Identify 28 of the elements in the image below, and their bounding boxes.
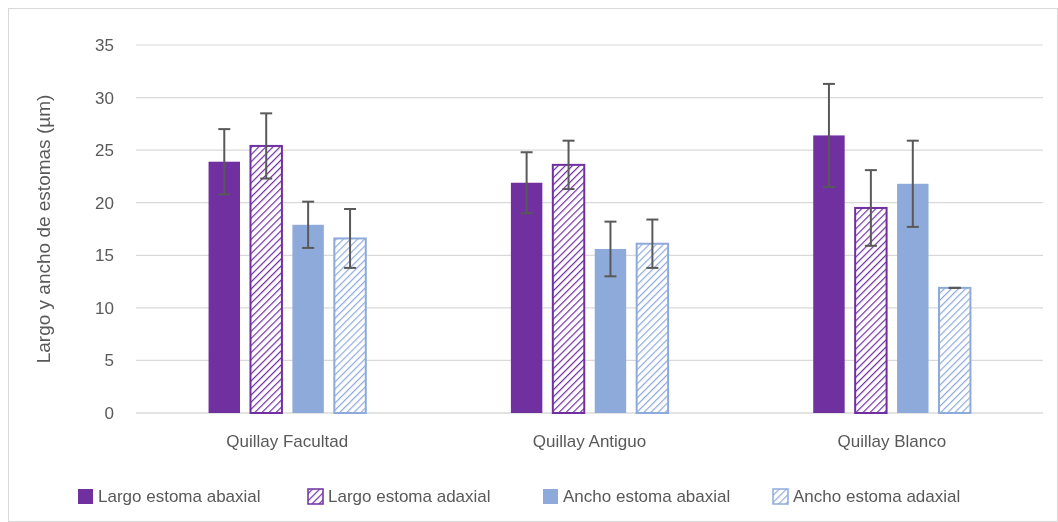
bar xyxy=(854,206,888,414)
bar xyxy=(333,237,367,414)
bar xyxy=(813,135,845,413)
x-tick-label: Quillay Blanco xyxy=(837,432,947,451)
x-tick-label: Quillay Facultad xyxy=(226,432,349,451)
bar xyxy=(551,163,586,414)
y-tick-label: 35 xyxy=(95,35,114,55)
bar xyxy=(208,161,240,413)
y-tick-label: 15 xyxy=(95,246,114,266)
bar xyxy=(938,286,972,414)
legend-label: Ancho estoma abaxial xyxy=(563,487,731,506)
bar xyxy=(594,248,627,413)
y-tick-label: 20 xyxy=(95,193,114,213)
bar xyxy=(897,183,929,413)
y-tick-label: 30 xyxy=(95,88,114,108)
legend-label: Ancho estoma adaxial xyxy=(793,487,961,506)
y-tick-label: 10 xyxy=(95,298,114,318)
bar xyxy=(635,242,670,414)
y-tick-label: 5 xyxy=(104,351,114,371)
y-axis-title: Largo y ancho de estomas (µm) xyxy=(33,94,54,364)
legend-label: Largo estoma adaxial xyxy=(328,487,491,506)
y-tick-label: 0 xyxy=(104,403,114,423)
bar xyxy=(249,144,283,414)
x-tick-label: Quillay Antiguo xyxy=(532,432,647,451)
bar xyxy=(510,182,543,413)
y-tick-label: 25 xyxy=(95,141,114,161)
bar xyxy=(292,224,324,413)
legend-label: Largo estoma abaxial xyxy=(98,487,261,506)
